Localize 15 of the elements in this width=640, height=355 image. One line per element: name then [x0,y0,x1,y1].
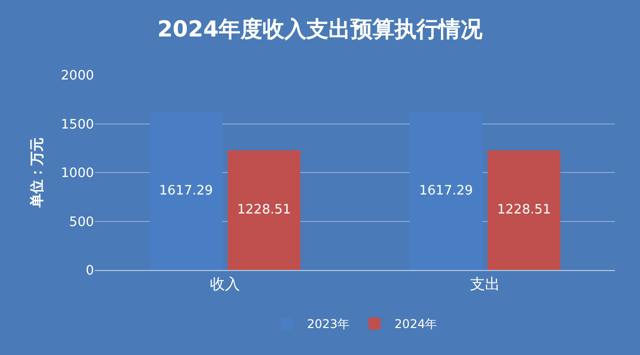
y-tick-label: 500 [69,214,94,230]
x-tick-label: 收入 [210,275,240,293]
legend-label: 2024年 [394,317,438,332]
data-label: 1617.29 [419,184,473,199]
y-tick-label: 1000 [60,166,94,182]
y-tick-label: 1500 [60,117,94,132]
data-label: 1228.51 [237,202,291,218]
legend-label: 2023年 [307,317,350,332]
y-axis-title: 单位：万元 [30,138,46,208]
x-tick-label: 支出 [470,275,500,293]
y-tick-label: 0 [86,264,94,279]
data-label: 1617.29 [159,184,213,199]
y-tick-label: 2000 [60,68,94,84]
data-label: 1228.51 [497,202,551,218]
chart-title: 2024年度收入支出预算执行情况 [157,16,484,43]
